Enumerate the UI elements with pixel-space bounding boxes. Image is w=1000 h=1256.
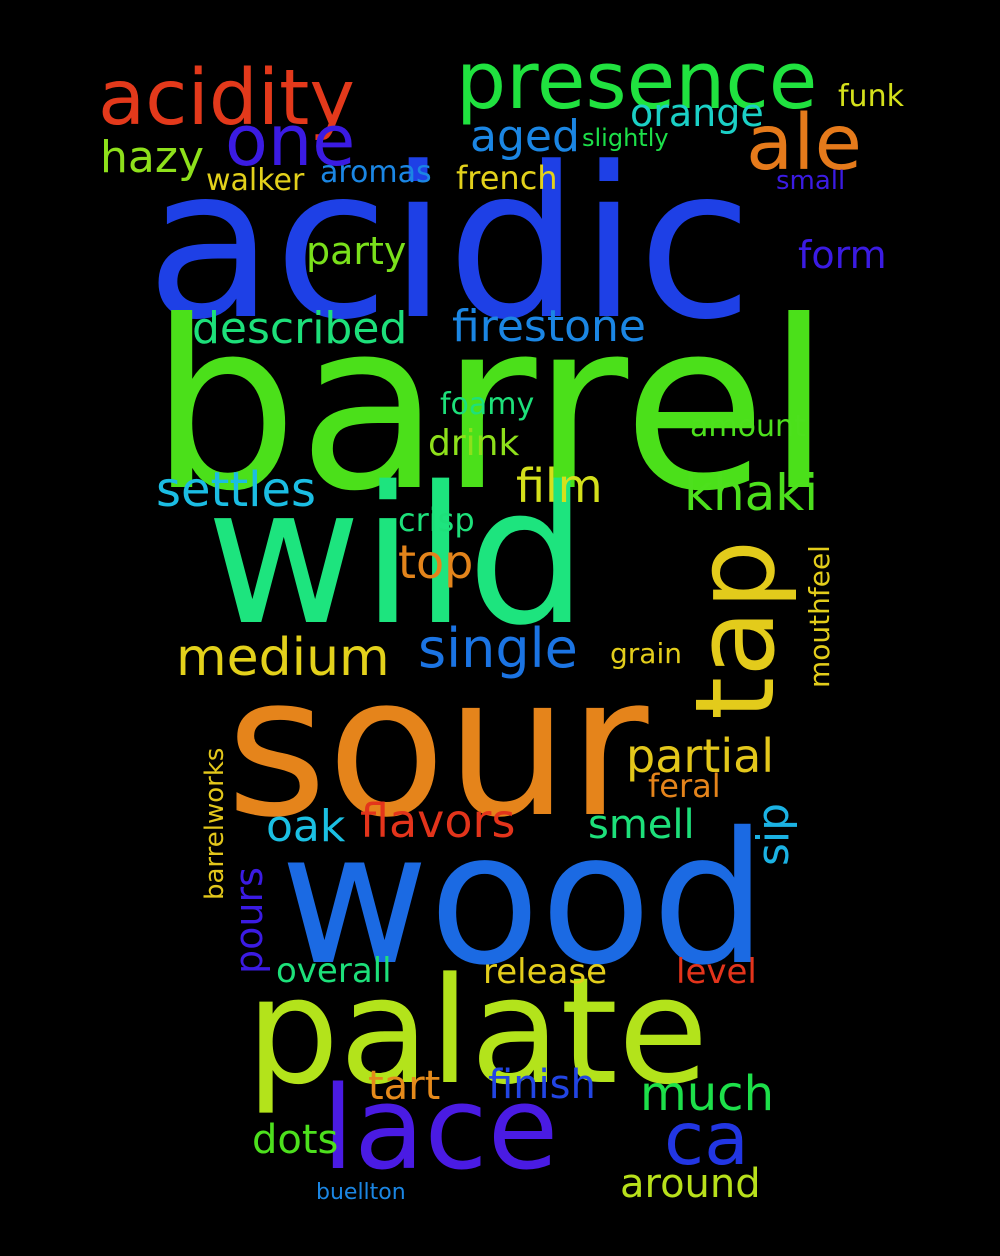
word-single: single (418, 617, 578, 680)
word-partial: partial (626, 729, 775, 783)
word-firestone: firestone (452, 301, 646, 352)
word-palate: palate (246, 946, 709, 1117)
word-tap: tap (671, 539, 799, 720)
word-slightly: slightly (582, 124, 669, 152)
word-amount: amount (690, 409, 806, 444)
word-orange: orange (630, 91, 764, 135)
word-medium: medium (176, 628, 390, 688)
word-described: described (192, 303, 408, 354)
word-acidic: acidic (146, 123, 753, 366)
word-one: one (225, 100, 356, 182)
word-release: release (483, 952, 607, 992)
word-tart: tart (368, 1063, 441, 1109)
word-top: top (398, 535, 474, 589)
word-oak: oak (266, 801, 346, 852)
word-french: french (456, 159, 558, 197)
word-finish: finish (488, 1062, 596, 1108)
word-overall: overall (276, 951, 392, 991)
word-level: level (676, 952, 757, 992)
word-foamy: foamy (440, 387, 535, 422)
word-aromas: aromas (320, 155, 432, 190)
word-ca: ca (664, 1097, 749, 1182)
word-dots: dots (252, 1117, 339, 1163)
word-funk: funk (838, 79, 904, 114)
word-party: party (306, 229, 407, 273)
word-smell: smell (588, 802, 695, 848)
word-flavors: flavors (360, 794, 516, 848)
word-small: small (776, 166, 846, 196)
word-pours: pours (227, 867, 271, 974)
word-barrel: barrel (150, 271, 832, 542)
word-form: form (798, 233, 887, 277)
word-walker: walker (206, 163, 305, 198)
word-crisp: crisp (398, 501, 475, 539)
word-drink: drink (428, 423, 520, 464)
word-ale: ale (746, 99, 862, 188)
word-grain: grain (610, 637, 682, 670)
word-buellton: buellton (316, 1180, 406, 1205)
word-khaki: khaki (684, 464, 819, 522)
word-presence: presence (456, 35, 818, 127)
word-lace: lace (322, 1062, 559, 1196)
word-sour: sour (226, 634, 649, 860)
word-hazy: hazy (100, 132, 204, 183)
word-acidity: acidity (98, 54, 355, 143)
word-around: around (620, 1161, 761, 1207)
word-aged: aged (470, 111, 580, 162)
word-mouthfeel: mouthfeel (803, 545, 836, 688)
word-sip: sip (748, 802, 799, 866)
word-settles: settles (156, 462, 317, 518)
word-barrelworks: barrelworks (200, 747, 230, 900)
word-much: much (640, 1066, 774, 1122)
word-film: film (516, 459, 603, 513)
word-feral: feral (648, 767, 721, 805)
word-wild: wild (206, 446, 588, 667)
word-wood: wood (280, 793, 768, 1005)
